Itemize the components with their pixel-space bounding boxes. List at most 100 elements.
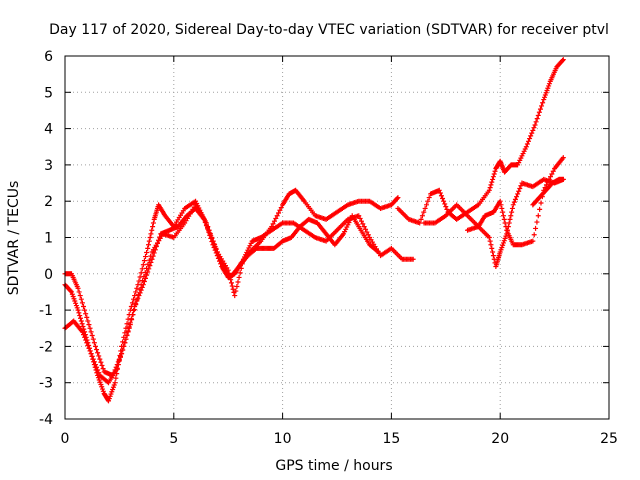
data-point xyxy=(129,300,135,306)
data-point xyxy=(509,209,515,215)
data-point xyxy=(394,195,400,201)
data-point xyxy=(505,227,511,233)
data-point xyxy=(215,252,221,258)
data-point xyxy=(77,293,83,299)
data-point xyxy=(500,209,506,215)
data-point xyxy=(525,138,531,144)
data-point xyxy=(96,353,102,359)
data-point xyxy=(358,218,364,224)
data-point xyxy=(141,258,147,264)
data-point xyxy=(490,249,496,255)
data-point xyxy=(443,204,449,210)
data-point xyxy=(500,242,506,248)
data-point xyxy=(499,205,505,211)
y-tick-label: -4 xyxy=(39,412,53,428)
data-point xyxy=(533,119,539,125)
data-point xyxy=(132,293,138,299)
data-point xyxy=(100,388,106,394)
data-point xyxy=(533,225,539,231)
data-point xyxy=(539,103,545,109)
data-point xyxy=(106,396,112,402)
y-tick-label: 0 xyxy=(44,267,53,283)
data-point xyxy=(270,221,276,227)
data-point xyxy=(518,183,524,189)
data-point xyxy=(68,288,74,294)
data-point xyxy=(529,130,535,136)
data-point xyxy=(491,171,497,177)
data-point xyxy=(69,291,75,297)
data-point xyxy=(91,340,97,346)
data-point xyxy=(87,348,93,354)
data-point xyxy=(440,195,446,201)
data-point xyxy=(131,308,137,314)
series-arc-3 xyxy=(62,205,381,386)
data-point xyxy=(531,125,537,131)
data-point xyxy=(141,279,147,285)
data-point xyxy=(99,384,105,390)
data-point xyxy=(80,303,86,309)
data-point xyxy=(145,269,151,275)
data-point xyxy=(73,300,79,306)
data-point xyxy=(228,280,234,286)
data-point xyxy=(151,250,157,256)
data-point xyxy=(534,116,540,122)
data-point xyxy=(139,284,145,290)
data-point xyxy=(84,340,90,346)
y-tick-label: 4 xyxy=(44,122,53,138)
data-point xyxy=(560,57,566,63)
data-point xyxy=(426,195,432,201)
data-point xyxy=(97,356,103,362)
data-point xyxy=(75,307,81,313)
data-point xyxy=(150,253,156,259)
data-point xyxy=(213,246,219,252)
data-point xyxy=(156,237,162,243)
data-point xyxy=(212,244,218,250)
data-point xyxy=(140,282,146,288)
data-point xyxy=(512,196,518,202)
data-point xyxy=(560,155,566,161)
data-point xyxy=(115,362,121,368)
y-axis-label: SDTVAR / TECUs xyxy=(6,181,22,296)
data-point xyxy=(110,384,116,390)
data-point xyxy=(207,230,213,236)
data-point xyxy=(532,122,538,128)
x-tick-label: 5 xyxy=(169,431,178,447)
data-point xyxy=(137,290,143,296)
data-point xyxy=(540,100,546,106)
data-point xyxy=(143,254,149,260)
data-point xyxy=(77,313,83,319)
data-point xyxy=(548,174,554,180)
data-point xyxy=(146,266,152,272)
data-point xyxy=(88,351,94,357)
data-point xyxy=(545,85,551,91)
data-point xyxy=(83,337,89,343)
data-point xyxy=(133,289,139,295)
data-point xyxy=(271,218,277,224)
data-point xyxy=(356,213,362,219)
data-point xyxy=(91,359,97,365)
data-point xyxy=(436,187,442,193)
data-point xyxy=(546,83,552,89)
data-point xyxy=(442,201,448,207)
grid xyxy=(65,56,609,419)
data-point xyxy=(116,358,122,364)
data-point xyxy=(233,288,239,294)
data-point xyxy=(85,318,91,324)
data-point xyxy=(114,365,120,371)
data-point xyxy=(100,386,106,392)
data-point xyxy=(100,366,106,372)
data-point xyxy=(74,305,80,311)
data-point xyxy=(206,227,212,233)
data-point xyxy=(497,249,503,255)
data-point xyxy=(203,222,209,228)
data-point xyxy=(129,312,135,318)
data-point xyxy=(146,238,152,244)
data-point xyxy=(107,393,113,399)
data-point xyxy=(80,323,86,329)
series-arc-4 xyxy=(395,57,566,226)
data-point xyxy=(78,318,84,324)
data-point xyxy=(523,144,529,150)
data-point xyxy=(528,133,534,139)
data-point xyxy=(152,247,158,253)
data-point xyxy=(97,379,103,385)
